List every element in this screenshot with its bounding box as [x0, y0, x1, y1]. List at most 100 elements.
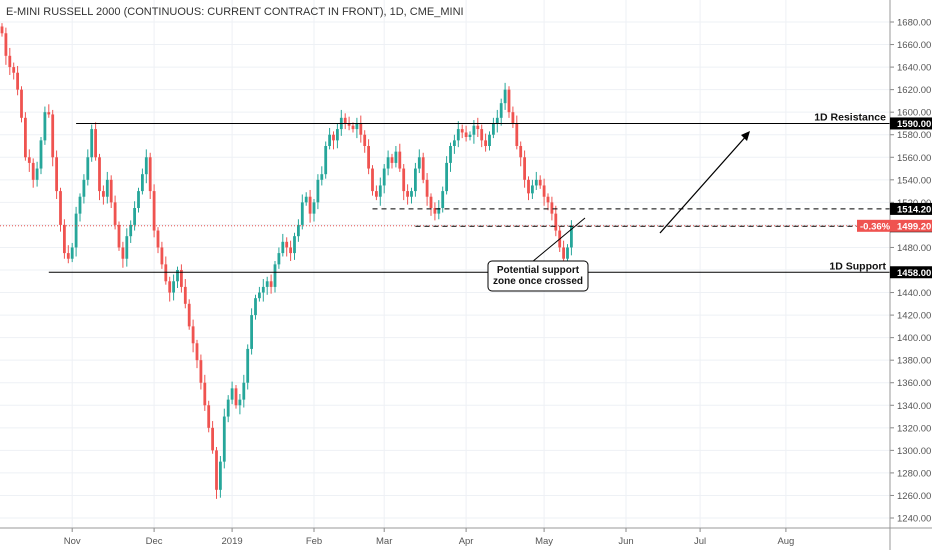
y-tick-label: 1320.00 — [897, 423, 931, 434]
candle-body — [70, 247, 74, 259]
candle-body — [78, 196, 82, 214]
candle-body — [554, 213, 558, 231]
callout-pointer — [531, 217, 586, 263]
candle-body — [82, 179, 86, 197]
x-tick-label: Nov — [64, 536, 81, 547]
candle-body — [343, 117, 347, 124]
candle-body — [449, 146, 452, 163]
candle-body — [515, 123, 519, 146]
candle-body — [472, 125, 476, 135]
candle-body — [129, 224, 133, 237]
y-tick-label: 1420.00 — [897, 311, 931, 322]
candle-body — [507, 89, 511, 113]
x-tick-label: 2019 — [222, 536, 243, 547]
candle-body — [495, 117, 499, 124]
candle-body — [195, 343, 199, 361]
candle-body — [199, 360, 203, 383]
candle-body — [464, 132, 468, 137]
level-price-label: 1590.00 — [897, 119, 931, 130]
candle-body — [566, 247, 569, 259]
candle-body — [433, 208, 437, 214]
candle-body — [250, 315, 253, 349]
candle-body — [332, 134, 335, 141]
candle-body — [215, 450, 218, 490]
y-tick-label: 1540.00 — [897, 175, 931, 186]
candles — [0, 23, 573, 499]
x-tick-label: Mar — [376, 536, 392, 547]
candle-body — [456, 129, 460, 141]
candle-body — [35, 168, 39, 180]
x-tick-label: Apr — [459, 536, 474, 547]
candle-body — [550, 202, 554, 214]
level-name: 1D Support — [829, 260, 886, 272]
candle-body — [31, 162, 35, 180]
candle-body — [113, 202, 117, 225]
candle-body — [27, 157, 31, 163]
levels: 1D Resistance 1D Support — [0, 111, 890, 273]
candle-body — [273, 264, 277, 287]
projection-arrowhead — [741, 131, 750, 141]
candle-body — [308, 196, 312, 214]
candle-body — [66, 253, 70, 259]
candle-body — [441, 191, 445, 208]
level-price-label: 1458.00 — [897, 268, 931, 279]
x-tick-label: Jul — [694, 536, 706, 547]
x-tick-label: Feb — [306, 536, 322, 547]
candle-body — [164, 264, 168, 282]
projection-arrow — [659, 133, 749, 234]
candle-body — [437, 208, 441, 214]
y-tick-label: 1620.00 — [897, 85, 931, 96]
candle-body — [355, 123, 359, 130]
candle-body — [425, 179, 429, 197]
candle-body — [109, 179, 113, 203]
candle-body — [429, 196, 433, 208]
candle-body — [488, 134, 491, 146]
candle-body — [527, 179, 530, 194]
candle-body — [285, 241, 289, 248]
candle-body — [246, 348, 250, 383]
candle-body — [421, 157, 425, 180]
candle-body — [289, 247, 292, 254]
candle-body — [300, 202, 304, 225]
candle-body — [480, 129, 484, 141]
level-name: 1D Resistance — [814, 111, 886, 123]
candle-body — [0, 26, 4, 34]
candle-body — [74, 213, 78, 248]
y-tick-label: 1240.00 — [897, 514, 931, 525]
candle-body — [293, 236, 296, 254]
candle-body — [347, 123, 351, 126]
candle-body — [39, 140, 43, 169]
candle-body — [152, 191, 156, 231]
candle-body — [117, 224, 121, 248]
y-tick-label: 1560.00 — [897, 153, 931, 164]
candle-body — [390, 157, 394, 163]
y-tick-label: 1580.00 — [897, 130, 931, 141]
candle-body — [269, 281, 273, 287]
candle-body — [43, 112, 47, 141]
candle-body — [503, 89, 507, 104]
candle-body — [219, 461, 222, 490]
callout-text: zone once crossed — [493, 276, 583, 287]
candle-body — [410, 191, 413, 197]
y-tick-label: 1340.00 — [897, 401, 931, 412]
candle-body — [406, 191, 409, 197]
candle-body — [281, 241, 285, 254]
candle-body — [367, 146, 370, 169]
candle-body — [531, 185, 534, 194]
candle-body — [371, 168, 374, 192]
candle-body — [20, 89, 23, 118]
candle-body — [542, 185, 546, 197]
candle-body — [86, 157, 90, 180]
callout-text: Potential support — [497, 265, 580, 276]
y-tick-label: 1280.00 — [897, 468, 931, 479]
candle-body — [382, 168, 386, 186]
candle-body — [523, 157, 526, 180]
candle-body — [445, 162, 448, 192]
candle-body — [12, 67, 16, 73]
y-tick-label: 1600.00 — [897, 108, 931, 119]
candle-body — [511, 112, 515, 124]
y-tick-label: 1360.00 — [897, 378, 931, 389]
candle-body — [191, 326, 195, 344]
candle-body — [141, 174, 144, 192]
